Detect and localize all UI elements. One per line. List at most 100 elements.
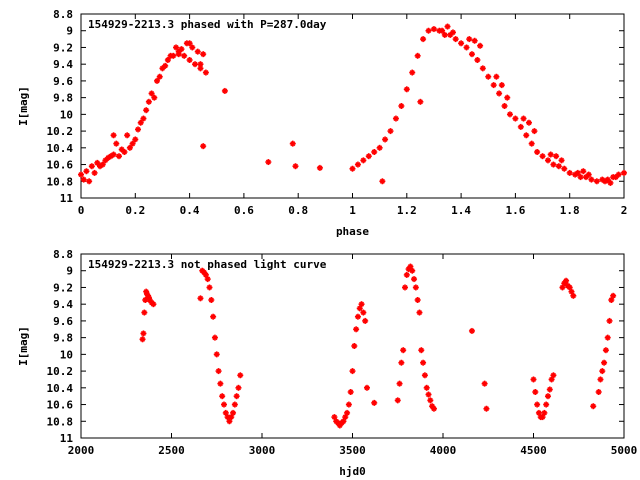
data-point — [360, 157, 367, 164]
data-point — [349, 165, 356, 172]
data-point — [416, 309, 423, 316]
data-point — [135, 126, 142, 133]
data-point — [607, 179, 614, 186]
data-point — [116, 153, 123, 160]
data-point — [78, 171, 84, 178]
x-tick-label: 2500 — [158, 444, 185, 457]
data-point — [181, 52, 188, 59]
data-point — [141, 309, 148, 316]
data-point — [458, 40, 465, 47]
x-tick-label: 1 — [349, 204, 356, 217]
data-point — [217, 380, 224, 387]
data-point — [496, 90, 503, 97]
data-point — [534, 149, 541, 155]
data-point — [597, 376, 604, 383]
data-point — [316, 164, 323, 171]
data-point — [430, 26, 437, 33]
x-tick-label: 1.2 — [397, 204, 417, 217]
data-point — [110, 132, 117, 139]
data-point — [541, 409, 548, 416]
data-point — [86, 178, 93, 185]
x-axis-label: phase — [336, 225, 369, 238]
x-tick-label: 3500 — [339, 444, 366, 457]
data-point — [563, 277, 570, 284]
y-tick-label: 9.2 — [53, 281, 73, 294]
y-tick-label: 10.4 — [47, 382, 74, 395]
data-point — [585, 171, 592, 178]
data-point — [94, 159, 101, 166]
data-point — [376, 144, 383, 151]
data-point — [371, 399, 378, 406]
data-point — [441, 31, 448, 38]
data-point — [382, 136, 389, 143]
y-tick-label: 10 — [60, 108, 73, 121]
data-point — [463, 44, 470, 51]
data-point — [344, 409, 351, 416]
data-point — [553, 153, 560, 160]
data-point — [501, 103, 508, 109]
data-point — [427, 397, 434, 404]
data-point — [525, 119, 532, 126]
data-point — [208, 297, 215, 303]
x-tick-label: 2000 — [68, 444, 95, 457]
data-point — [479, 65, 486, 72]
y-tick-label: 9.4 — [53, 58, 73, 71]
data-point — [588, 176, 595, 183]
data-point — [143, 107, 150, 114]
data-point — [154, 77, 161, 84]
data-point — [213, 351, 220, 358]
data-point — [544, 393, 551, 400]
x-tick-label: 1.4 — [451, 204, 471, 217]
data-point — [118, 146, 125, 153]
data-point — [546, 386, 553, 393]
data-point — [602, 347, 609, 354]
data-point — [606, 317, 613, 324]
x-tick-label: 0.2 — [125, 204, 145, 217]
y-tick-label: 11 — [60, 192, 74, 205]
data-point — [102, 157, 109, 164]
data-point — [392, 115, 399, 122]
data-point — [80, 176, 87, 183]
y-tick-label: 8.8 — [53, 8, 73, 21]
chart-title: 154929-2213.3 phased with P=287.0day — [88, 18, 327, 31]
data-point — [481, 380, 488, 387]
data-point — [490, 82, 497, 89]
data-point — [129, 140, 136, 147]
data-point — [363, 384, 370, 391]
data-point — [532, 389, 539, 395]
data-point — [113, 140, 120, 147]
data-point — [167, 52, 174, 59]
data-point — [517, 123, 524, 130]
data-point — [398, 103, 405, 109]
data-point — [504, 94, 511, 101]
data-point — [202, 69, 209, 76]
data-point — [444, 23, 451, 30]
data-point — [409, 267, 416, 274]
y-tick-label: 10.6 — [47, 399, 74, 412]
x-tick-label: 4000 — [430, 444, 457, 457]
data-point — [145, 98, 152, 105]
data-point — [371, 149, 378, 155]
data-point — [599, 368, 606, 375]
y-tick-label: 10.4 — [47, 142, 74, 155]
data-point — [506, 111, 513, 118]
data-point — [88, 163, 95, 170]
data-point — [439, 27, 446, 34]
data-point — [534, 401, 541, 408]
y-tick-label: 9 — [66, 25, 73, 38]
data-point — [417, 98, 424, 105]
data-point — [230, 409, 237, 416]
y-tick-label: 8.8 — [53, 248, 73, 261]
data-point — [544, 157, 551, 164]
x-tick-label: 0.8 — [288, 204, 308, 217]
data-point — [547, 151, 554, 158]
data-point — [543, 401, 550, 408]
data-point — [566, 169, 573, 176]
data-point — [412, 284, 419, 291]
data-point — [83, 168, 90, 175]
data-point — [186, 57, 193, 63]
y-tick-label: 10.2 — [47, 365, 74, 378]
data-point — [164, 57, 171, 63]
data-point — [235, 384, 242, 391]
data-point — [430, 405, 437, 412]
